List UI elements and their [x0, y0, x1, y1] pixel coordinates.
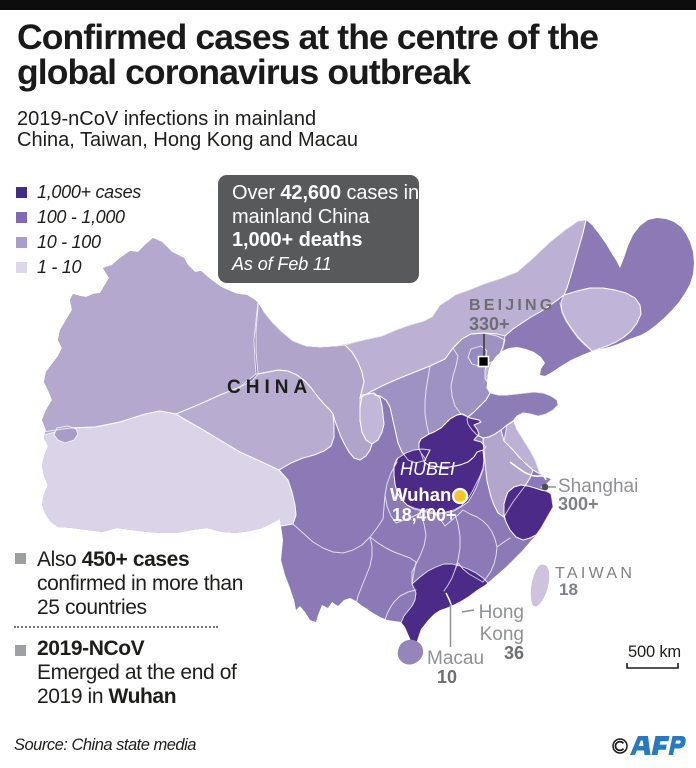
svg-text:Wuhan: Wuhan: [390, 484, 451, 505]
svg-text:Kong: Kong: [480, 624, 524, 645]
svg-text:Shanghai: Shanghai: [558, 476, 638, 497]
svg-text:18: 18: [559, 580, 578, 599]
svg-text:TAIWAN: TAIWAN: [555, 565, 635, 582]
svg-text:36: 36: [504, 643, 524, 663]
svg-text:300+: 300+: [558, 494, 599, 514]
svg-text:500 km: 500 km: [628, 643, 681, 661]
svg-text:10: 10: [437, 667, 457, 687]
svg-text:18,400+: 18,400+: [392, 505, 456, 525]
svg-text:Hong: Hong: [479, 602, 524, 623]
svg-text:HUBEI: HUBEI: [400, 459, 455, 479]
svg-text:CHINA: CHINA: [227, 377, 312, 398]
svg-text:330+: 330+: [469, 314, 510, 334]
svg-text:Macau: Macau: [427, 648, 484, 669]
svg-text:BEIJING: BEIJING: [469, 297, 555, 314]
